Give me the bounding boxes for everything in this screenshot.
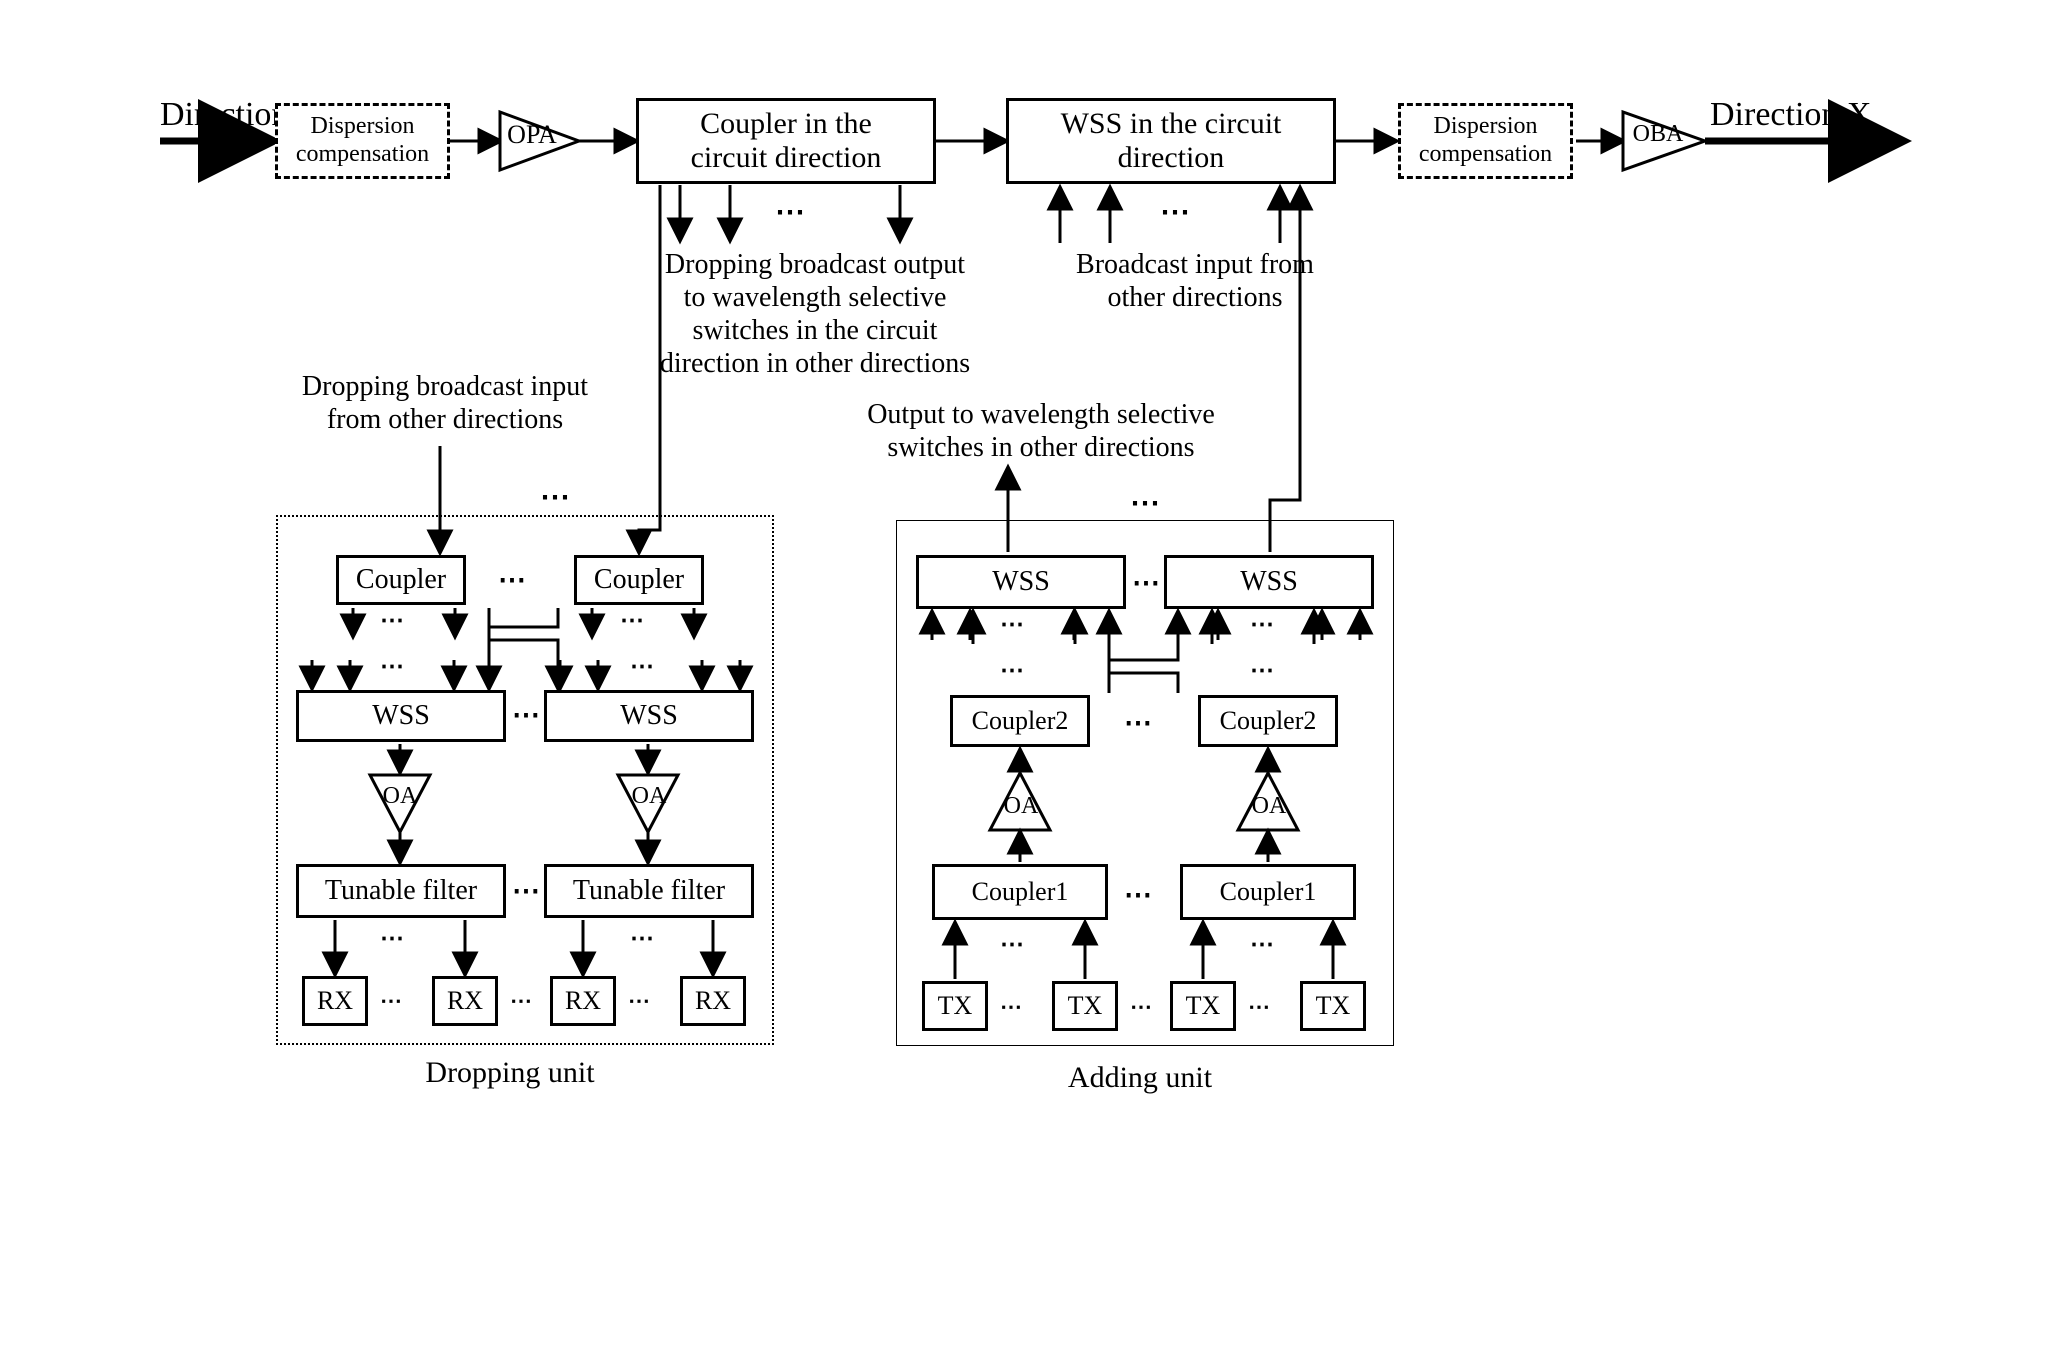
wss-circuit-box: WSS in the circuit direction [1006,98,1336,184]
drop-tf-right: Tunable filter [544,864,754,918]
dots-rx-mid: ⋯ [510,988,532,1014]
dots-wssL-below: ⋯ [1000,610,1024,639]
dots-c2L-out: ⋯ [1000,656,1024,685]
drop-coupler-right: Coupler [574,555,704,605]
drop-rx-3: RX [550,976,616,1026]
dots-drop-tf: ⋯ [512,874,540,908]
add-tx-3: TX [1170,981,1236,1031]
add-wss-right: WSS [1164,555,1374,609]
oba-label: OBA [1626,120,1690,148]
dots-drop-coupler: ⋯ [498,563,526,597]
dots-tx-a: ⋯ [1000,994,1022,1020]
drop-wss-right: WSS [544,690,754,742]
dots-add-c1: ⋯ [1124,878,1152,912]
add-wss-left: WSS [916,555,1126,609]
out-wss-label: Output to wavelength selective switches … [826,398,1256,464]
dots-tx-b: ⋯ [1248,994,1270,1020]
drop-bcast-in-label: Dropping broadcast input from other dire… [270,370,620,436]
direction-x-label: Direction X [1710,95,1910,135]
drop-coupler-left: Coupler [336,555,466,605]
dots-add-wss: ⋯ [1132,566,1160,600]
dots-cplR-out: ⋯ [620,606,644,635]
add-oa-right-label: OA [1245,792,1293,820]
dots-tx-mid: ⋯ [1130,994,1152,1020]
add-tx-1: TX [922,981,988,1031]
dots-coupler-top: ⋯ [775,195,805,230]
dispersion-left-box: Dispersion compensation [275,103,450,179]
drop-rx-4: RX [680,976,746,1026]
diagram-canvas: Direction 1 Dispersion compensation OPA … [0,0,2067,1347]
dots-drop-in: ⋯ [540,480,570,515]
dots-rx-a: ⋯ [380,988,402,1014]
drop-oa-right-label: OA [625,782,673,810]
add-coupler2-left: Coupler2 [950,695,1090,747]
dots-add-c2: ⋯ [1124,706,1152,740]
add-coupler1-right: Coupler1 [1180,864,1356,920]
dots-cplL-out: ⋯ [380,606,404,635]
drop-tf-left: Tunable filter [296,864,506,918]
dispersion-right-box: Dispersion compensation [1398,103,1573,179]
dots-drop-wss: ⋯ [512,698,540,732]
drop-rx-2: RX [432,976,498,1026]
add-tx-4: TX [1300,981,1366,1031]
dots-wssR-in: ⋯ [630,652,654,681]
dots-wss-top: ⋯ [1160,195,1190,230]
bcast-in-label: Broadcast input from other directions [1040,248,1350,314]
add-oa-left-label: OA [997,792,1045,820]
opa-label: OPA [500,120,564,151]
drop-oa-left-label: OA [376,782,424,810]
dots-wssL-in: ⋯ [380,652,404,681]
dots-tfL-out: ⋯ [380,924,404,953]
dots-tfR-out: ⋯ [630,924,654,953]
add-coupler1-left: Coupler1 [932,864,1108,920]
add-caption: Adding unit [1030,1060,1250,1095]
add-coupler2-right: Coupler2 [1198,695,1338,747]
dots-c1L-in: ⋯ [1000,930,1024,959]
add-tx-2: TX [1052,981,1118,1031]
dots-add-out: ⋯ [1130,486,1160,521]
dots-c1R-in: ⋯ [1250,930,1274,959]
drop-rx-1: RX [302,976,368,1026]
coupler-circuit-box: Coupler in the circuit direction [636,98,936,184]
dots-wssR-below: ⋯ [1250,610,1274,639]
dots-c2R-out: ⋯ [1250,656,1274,685]
drop-wss-left: WSS [296,690,506,742]
drop-caption: Dropping unit [380,1055,640,1090]
drop-bcast-out-label: Dropping broadcast output to wavelength … [620,248,1010,380]
dots-rx-b: ⋯ [628,988,650,1014]
